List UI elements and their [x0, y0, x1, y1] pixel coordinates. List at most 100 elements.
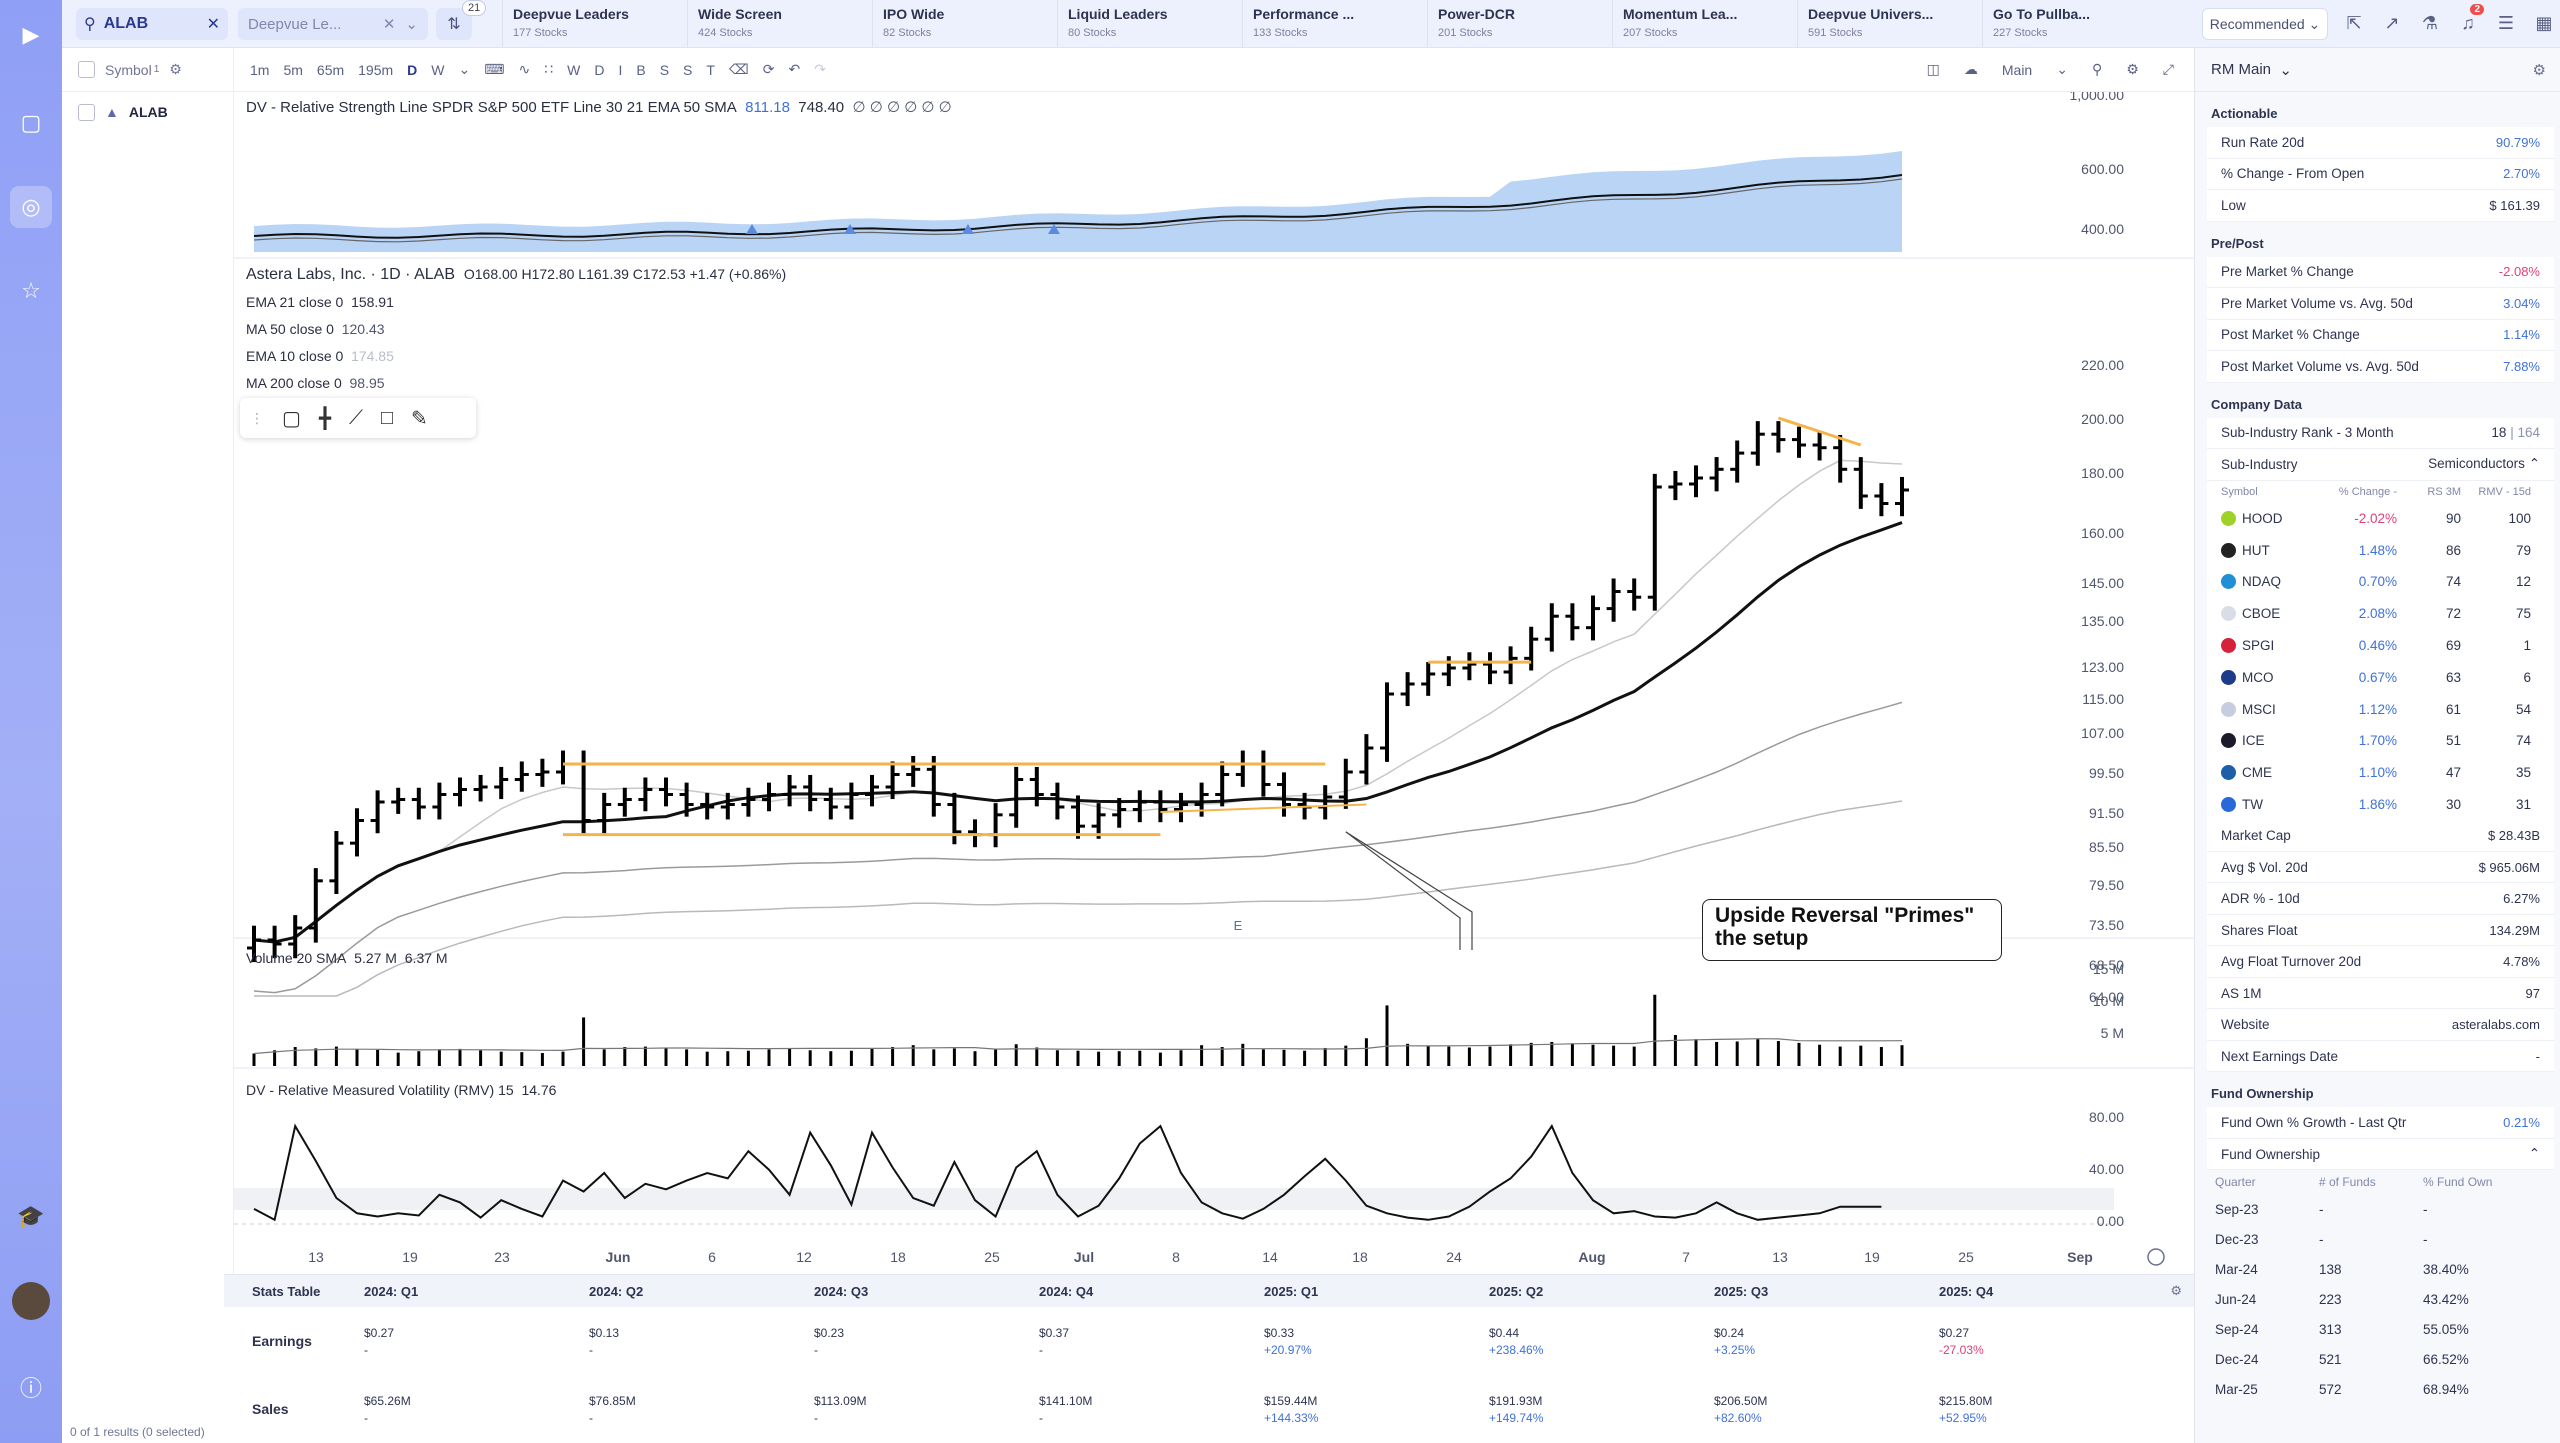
eraser-icon[interactable]: ⌫	[728, 61, 749, 77]
tool-t[interactable]: T	[706, 61, 715, 78]
settings-icon[interactable]: ⚙	[2170, 1283, 2182, 1298]
screen-list-tab[interactable]: Deepvue Univers... 591 Stocks	[1797, 0, 1982, 48]
timeframe-195m[interactable]: 195m	[358, 61, 394, 78]
peer-row[interactable]: HOOD -2.02% 90 100	[2221, 503, 2540, 535]
chevron-down-icon[interactable]: ⌄	[2279, 61, 2292, 79]
trendline-icon[interactable]: ⟋	[348, 406, 363, 429]
pivot-line	[1160, 803, 1367, 813]
row-checkbox[interactable]	[78, 103, 95, 121]
fullscreen-icon[interactable]: ⤢	[2162, 61, 2174, 77]
peer-row[interactable]: ICE 1.70% 51 74	[2221, 725, 2540, 757]
peer-row[interactable]: MCO 0.67% 63 6	[2221, 661, 2540, 693]
chevron-up-icon[interactable]: ⌃	[2528, 456, 2540, 472]
peer-row[interactable]: TW 1.86% 30 31	[2221, 789, 2540, 821]
layout-select[interactable]: Main	[2001, 61, 2033, 78]
stat-value: $159.44M	[1264, 1393, 1318, 1408]
select-all-checkbox[interactable]	[78, 61, 95, 78]
symbol-row[interactable]: ▲ ALAB	[62, 92, 233, 132]
tool-d[interactable]: D	[594, 61, 605, 78]
help-icon[interactable]: ⓘ	[19, 1376, 42, 1401]
layout-grid-icon[interactable]: ◫	[1926, 61, 1940, 77]
settings-icon[interactable]: ⚙	[2126, 61, 2139, 77]
screen-list-tab[interactable]: Go To Pullba... 227 Stocks	[1982, 0, 2167, 48]
clear-icon[interactable]: ✕	[206, 16, 220, 33]
zoom-icon[interactable]: ⚲	[2091, 61, 2103, 77]
panel-title[interactable]: RM Main	[2211, 61, 2272, 78]
chart-icon[interactable]: ↗	[2384, 12, 2400, 33]
tool-b[interactable]: B	[636, 61, 646, 78]
peer-row[interactable]: MSCI 1.12% 61 54	[2221, 693, 2540, 725]
bell-icon[interactable]: ♫ 2	[2456, 4, 2484, 36]
symbol-search[interactable]: ⚲ ALAB ✕	[76, 8, 228, 40]
stat-change: -	[814, 1342, 818, 1357]
chevron-down-icon[interactable]: ⌄	[458, 61, 471, 77]
learn-icon[interactable]: 🎓	[17, 1204, 45, 1229]
share-icon[interactable]: ⇱	[2346, 12, 2362, 33]
peer-row[interactable]: HUT 1.48% 86 79	[2221, 534, 2540, 566]
screen-list-tab[interactable]: IPO Wide 82 Stocks	[872, 0, 1057, 48]
layout-icon[interactable]: ▢	[20, 110, 42, 135]
drag-handle-icon[interactable]: ⋮	[250, 409, 264, 426]
avatar[interactable]	[12, 1282, 50, 1320]
candle-icon[interactable]: ╋	[318, 407, 331, 430]
sort-select[interactable]: Recommended ⌄	[2202, 8, 2328, 40]
timeframe-w[interactable]: W	[431, 61, 445, 78]
screen-list-tab[interactable]: Deepvue Leaders 177 Stocks	[502, 0, 687, 48]
comment-icon[interactable]: □	[380, 406, 394, 429]
fund-ownership-row[interactable]: Fund Ownership ⌃	[2207, 1138, 2554, 1171]
timeframe-5m[interactable]: 5m	[283, 61, 303, 78]
price-chart-svg[interactable]: 1,000.00600.00400.00220.00200.00180.0016…	[234, 87, 2194, 1272]
screen-list-tab[interactable]: Liquid Leaders 80 Stocks	[1057, 0, 1242, 48]
chevron-down-icon[interactable]: ⌄	[2056, 61, 2068, 77]
tool-s1[interactable]: S	[659, 61, 670, 78]
screen-list-tab[interactable]: Wide Screen 424 Stocks	[687, 0, 872, 48]
subindustry-row[interactable]: Sub-Industry Semiconductors ⌃	[2207, 449, 2554, 481]
tool-i[interactable]: I	[618, 61, 623, 78]
star-icon[interactable]: ☆	[21, 278, 41, 303]
chevron-down-icon[interactable]: ⌄	[405, 16, 418, 33]
settings-icon[interactable]: ⚙	[2532, 61, 2546, 79]
refresh-icon[interactable]: ⟳	[762, 61, 775, 77]
settings-icon[interactable]: ⚙	[169, 61, 182, 77]
chart-annotation[interactable]: Upside Reversal "Primes" the setup	[1702, 899, 2002, 961]
search-input[interactable]: ALAB	[103, 15, 149, 32]
grid-icon[interactable]: ▦	[2535, 12, 2553, 33]
peer-row[interactable]: CME 1.10% 47 35	[2221, 757, 2540, 789]
peer-symbol-cell: CBOE	[2221, 606, 2317, 622]
tool-w[interactable]: W	[567, 61, 581, 78]
kv-value: 1.14%	[2503, 327, 2540, 343]
flask-icon[interactable]: ⚗	[2421, 12, 2439, 33]
target-icon[interactable]: ◎	[10, 186, 52, 228]
tool-s2[interactable]: S	[683, 61, 693, 78]
chart-area[interactable]: 1,000.00 600.00 400.00 220.00 200.00 180.00 16…	[234, 87, 2194, 1272]
timeframe-65m[interactable]: 65m	[316, 61, 345, 78]
timeframe-d[interactable]: D	[407, 61, 418, 78]
brush-icon[interactable]: ✎	[411, 407, 428, 430]
timeframe-1m[interactable]: 1m	[250, 61, 270, 78]
indicator-icon[interactable]: ∿	[518, 61, 531, 77]
chevron-up-icon[interactable]: ⌃	[2528, 1146, 2540, 1162]
actionable-list: Run Rate 20d 90.79% % Change - From Open 2.…	[2207, 127, 2554, 222]
undo-icon[interactable]: ↶	[788, 61, 801, 77]
bar-type-icon[interactable]: ⌨	[484, 61, 505, 77]
rectangle-icon[interactable]: ▢	[282, 407, 301, 430]
close-icon[interactable]: ✕	[382, 16, 396, 33]
subindustry-rank-row: Sub-Industry Rank - 3 Month 18 | 164	[2207, 417, 2554, 449]
fund-count: 223	[2319, 1291, 2342, 1307]
watchlist-select[interactable]: Deepvue Le... ✕ ⌄	[238, 8, 428, 40]
kv-label: Avg $ Vol. 20d	[2221, 859, 2308, 875]
peer-rmv: 54	[2515, 701, 2531, 717]
peer-row[interactable]: CBOE 2.08% 72 75	[2221, 598, 2540, 630]
peer-logo-icon	[2221, 574, 2236, 590]
play-logo-icon[interactable]: ▶	[22, 22, 40, 47]
screen-list-tab[interactable]: Power-DCR 201 Stocks	[1427, 0, 1612, 48]
template-icon[interactable]: ∷	[544, 61, 554, 77]
redo-icon[interactable]: ↷	[814, 61, 826, 77]
screen-list-tab[interactable]: Momentum Lea... 207 Stocks	[1612, 0, 1797, 48]
peer-row[interactable]: SPGI 0.46% 69 1	[2221, 630, 2540, 662]
peer-row[interactable]: NDAQ 0.70% 74 12	[2221, 566, 2540, 598]
screen-list-tab[interactable]: Performance ... 133 Stocks	[1242, 0, 1427, 48]
peer-rmv: 100	[2508, 510, 2531, 526]
list-icon[interactable]: ☰	[2497, 12, 2515, 33]
cloud-icon[interactable]: ☁	[1963, 61, 1978, 77]
